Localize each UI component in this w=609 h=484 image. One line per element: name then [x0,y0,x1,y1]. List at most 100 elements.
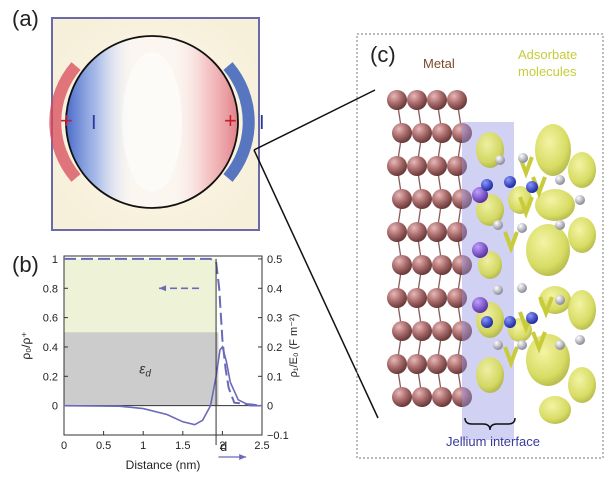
metal-atom [407,222,427,242]
y-left-tick-label: 0.4 [43,342,58,354]
connector-line-top [253,89,376,151]
y-axis-left-label: ρ₀/ρ⁺ [19,331,33,359]
metal-atom [387,354,407,374]
metal-atom [447,222,467,242]
panel-b-label: (b) [12,252,39,277]
minus-right: I [259,112,265,134]
metal-atom [432,123,452,143]
left-red-halo [49,62,81,182]
carbon-atom [575,335,585,345]
metal-atom [447,288,467,308]
metal-atom [447,156,467,176]
x-tick-label: 0.5 [96,440,111,452]
carbon-atom [555,175,565,185]
panel-c-frame [356,33,604,459]
adsorbate-lobe [535,189,575,221]
surface-atom [472,187,488,203]
jellium-brace [464,417,516,431]
metal-atom [427,222,447,242]
metal-atom [387,288,407,308]
metal-lattice [387,90,472,407]
nitrogen-atom [526,312,538,324]
y-left-tick-label: 0.6 [43,313,58,325]
metal-atom [452,321,472,341]
y-left-tick-label: 1 [52,254,58,266]
y-right-tick-label: 0.2 [267,342,282,354]
plot-frame [63,255,263,436]
carbon-atom [493,220,503,230]
metal-atom [412,255,432,275]
metal-atom [407,90,427,110]
adsorbate-bond [503,346,519,369]
nitrogen-atom [481,179,493,191]
x-tick-label: 1.5 [175,440,190,452]
carbon-atom [493,340,503,350]
x-tick-label: 2 [219,440,225,452]
adsorbate-label-line1: Adsorbate [518,47,578,62]
metal-atom [452,387,472,407]
y-left-tick-label: 0.2 [43,371,58,383]
adsorbate-molecules [472,124,596,424]
metal-atom [427,90,447,110]
metal-atom [432,255,452,275]
plus-right: + [224,108,237,133]
adsorbate-lobe [568,290,596,330]
metal-atom [432,321,452,341]
right-blue-halo [223,62,255,182]
series-dashed-rho0 [64,257,263,407]
x-tick-label: 0 [61,440,67,452]
nitrogen-atom [526,181,538,193]
metal-atom [407,354,427,374]
nitrogen-atom [504,316,516,328]
y-right-tick-label: 0.5 [267,254,282,266]
adsorbate-lobe [526,224,570,276]
minus-left: I [91,112,97,134]
y-left-tick-label: 0.8 [43,283,58,295]
metal-atom [452,189,472,209]
d-label: d [220,439,227,454]
metal-atom [387,90,407,110]
metal-atom [407,288,427,308]
panel-a-density-map: + I + I [49,17,265,231]
metal-label: Metal [423,56,455,71]
surface-atom [472,242,488,258]
carbon-atom [517,283,527,293]
carbon-atom [518,153,528,163]
y-right-tick-label: 0 [267,401,273,413]
metal-atom [387,156,407,176]
arrow-right-d-indicator [218,454,247,460]
epsilon-d-label: εd [139,360,151,379]
panel-b-chart: 0 0.5 1 1.5 2 2.5 0 0.2 0.4 0.6 0.8 1 −0.1 0 0.1 0.2 0.3… [19,254,300,472]
metal-atom [392,255,412,275]
carbon-atom [575,195,585,205]
surface-atom [472,297,488,313]
sphere-boundary [65,35,239,209]
metal-atom [412,189,432,209]
metal-atom [392,123,412,143]
metal-atom [427,288,447,308]
jellium-interface-label: Jellium interface [446,434,540,449]
series-solid-rho1 [63,345,262,426]
metal-atom [392,321,412,341]
carbon-atom [555,295,565,305]
adsorbate-lobe [539,396,571,424]
metal-atom [412,123,432,143]
carbon-atom [517,223,527,233]
carbon-atom [495,155,505,165]
adsorbate-lobe [535,124,571,176]
metal-atom [412,387,432,407]
adsorbate-bond [518,196,534,219]
metal-atom [432,387,452,407]
adsorbate-lobe [568,152,596,188]
y-axis-right-label: ρ₁/E₀ (F m⁻²) [288,314,300,378]
panel-a-label: (a) [12,6,39,31]
adsorbate-bond [503,231,519,254]
metal-atom [432,189,452,209]
x-axis-label: Distance (nm) [126,458,201,472]
adsorbate-lobe [568,367,596,403]
nitrogen-atom [504,176,516,188]
x-tick-label: 2.5 [254,440,269,452]
metal-atom [452,255,472,275]
plus-left: + [60,108,73,133]
